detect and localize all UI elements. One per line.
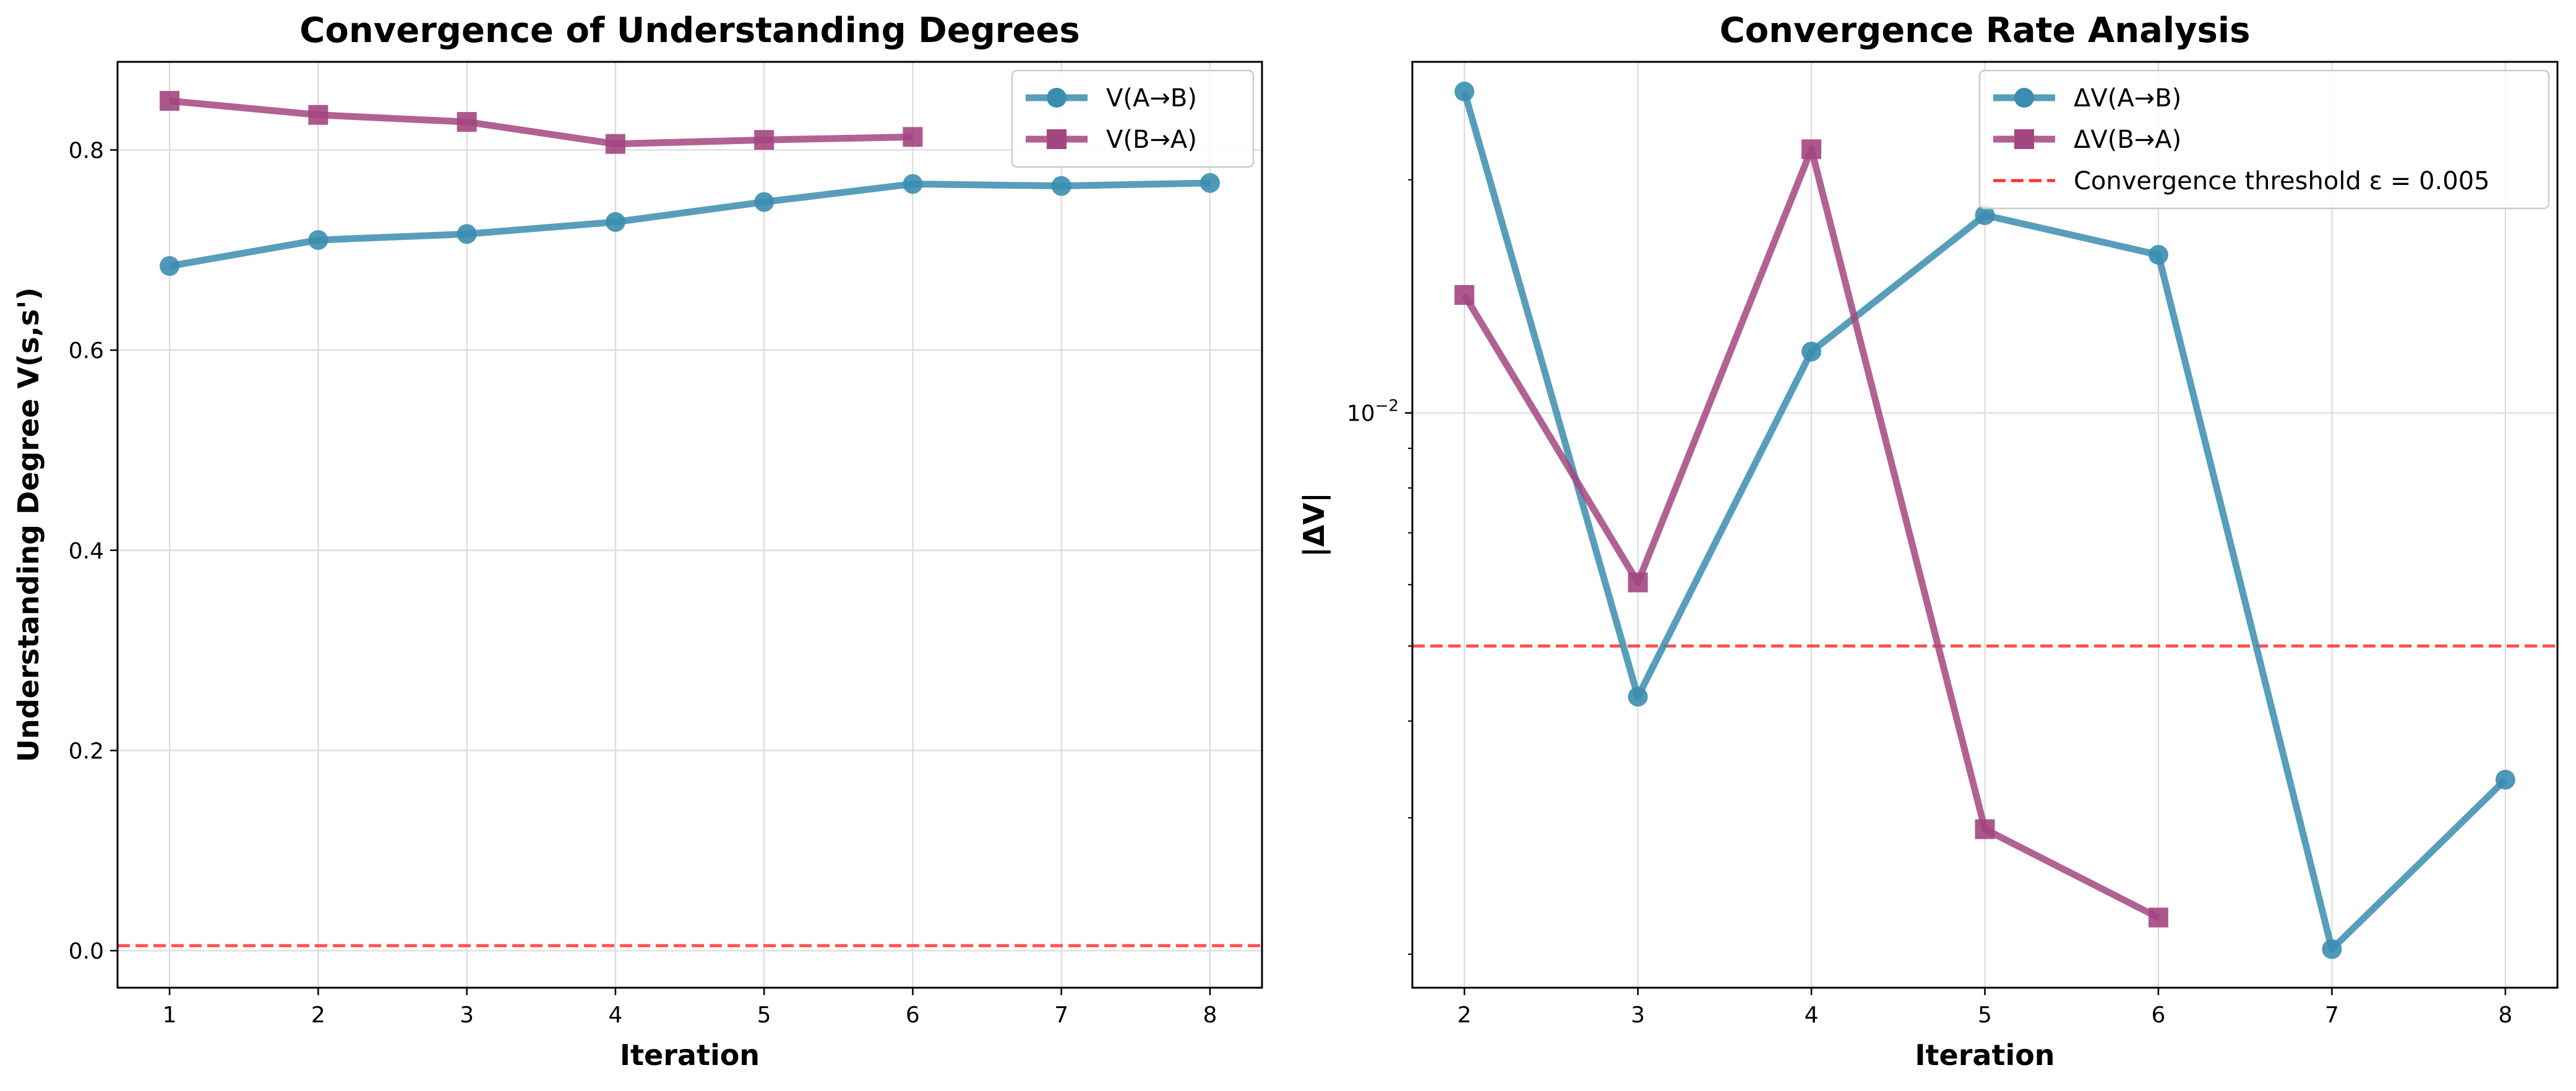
data-point-circle [308,230,328,250]
legend-box [1978,69,2550,210]
data-point-square [1975,819,1995,839]
y-tick-label: 0.8 [69,138,104,163]
data-point-square [2148,907,2168,928]
data-point-circle [457,224,477,244]
legend-label-1: V(A→B) [1106,84,1197,113]
data-point-circle [1801,341,1822,362]
data-point-square [1454,285,1475,305]
data-point-circle [754,192,775,212]
data-point-square [457,112,477,132]
x-tick-label: 6 [2152,1003,2166,1028]
data-point-square [160,91,180,111]
data-point-circle [1975,205,1995,225]
legend: V(A→B) V(B→A) [1011,69,1255,168]
axes-frame [116,61,1263,989]
legend: ΔV(A→B) ΔV(B→A) Convergence threshold ε = … [1978,69,2550,210]
data-point-circle [2495,769,2515,790]
chart-title: Convergence of Understanding Degrees [299,11,1080,51]
legend-label-2: V(B→A) [1106,126,1197,154]
y-tick-label: 0.0 [69,939,104,964]
data-point-square [1801,139,1822,160]
legend-marker-square [2014,129,2034,149]
data-point-circle [160,256,180,276]
x-tick-label: 4 [608,1003,622,1028]
y-tick-label-exponent: −2 [1375,397,1399,416]
y-tick-label-base: 10 [1347,401,1375,427]
legend-marker-circle [1047,88,1067,108]
x-tick-label: 2 [1458,1003,1472,1028]
x-tick-label: 7 [2325,1003,2339,1028]
x-tick-label: 8 [2498,1003,2512,1028]
y-tick-label: 0.2 [69,738,104,764]
data-point-square [754,130,775,150]
data-point-circle [1051,176,1071,196]
x-axis-label: Iteration [620,1038,760,1072]
data-point-circle [1628,687,1648,707]
x-tick-label: 5 [757,1003,771,1028]
x-tick-label: 2 [311,1003,325,1028]
x-tick-label: 6 [906,1003,920,1028]
legend-marker-circle [2014,88,2034,108]
data-point-circle [2322,939,2342,959]
y-tick-label: 10−2 [1347,397,1399,427]
chart-panel-1: 1 2 3 4 5 6 7 8 0.0 0.2 0.4 0.6 0.8 Convergence of Un… [12,11,1263,1072]
x-tick-label: 4 [1805,1003,1819,1028]
chart-title: Convergence Rate Analysis [1720,11,2251,51]
data-point-square [605,134,625,154]
y-tick-label: 0.4 [69,539,104,564]
plot-area [1412,82,2557,959]
x-tick-label: 3 [460,1003,474,1028]
legend-marker-square [1047,129,1067,149]
y-tick-label: 0.6 [69,338,104,364]
data-point-circle [903,174,923,194]
data-point-square [308,105,328,125]
legend-label-2: ΔV(B→A) [2074,126,2181,154]
data-point-circle [605,212,625,232]
x-tick-label: 7 [1054,1003,1068,1028]
legend-label-3: Convergence threshold ε = 0.005 [2074,167,2490,195]
x-tick-label: 8 [1203,1003,1217,1028]
data-point-circle [2148,245,2168,265]
series-line-1 [169,179,1211,270]
y-axis-label: Understanding Degree V(s,s') [12,288,45,763]
data-point-square [1628,572,1648,593]
x-axis-label: Iteration [1915,1038,2054,1072]
plot-area [118,91,1262,948]
data-point-circle [1200,173,1220,193]
y-axis-label: |ΔV| [1297,492,1331,557]
data-point-circle [1454,82,1475,102]
x-tick-label: 1 [163,1003,177,1028]
legend-label-1: ΔV(A→B) [2074,84,2181,113]
data-point-square [903,127,923,147]
chart-panel-2: 2 3 4 5 6 7 8 10−2 Convergence Rate Analysis Iter… [1297,11,2559,1072]
series-line-2 [169,97,913,148]
x-tick-label: 3 [1631,1003,1645,1028]
x-tick-label: 5 [1978,1003,1992,1028]
